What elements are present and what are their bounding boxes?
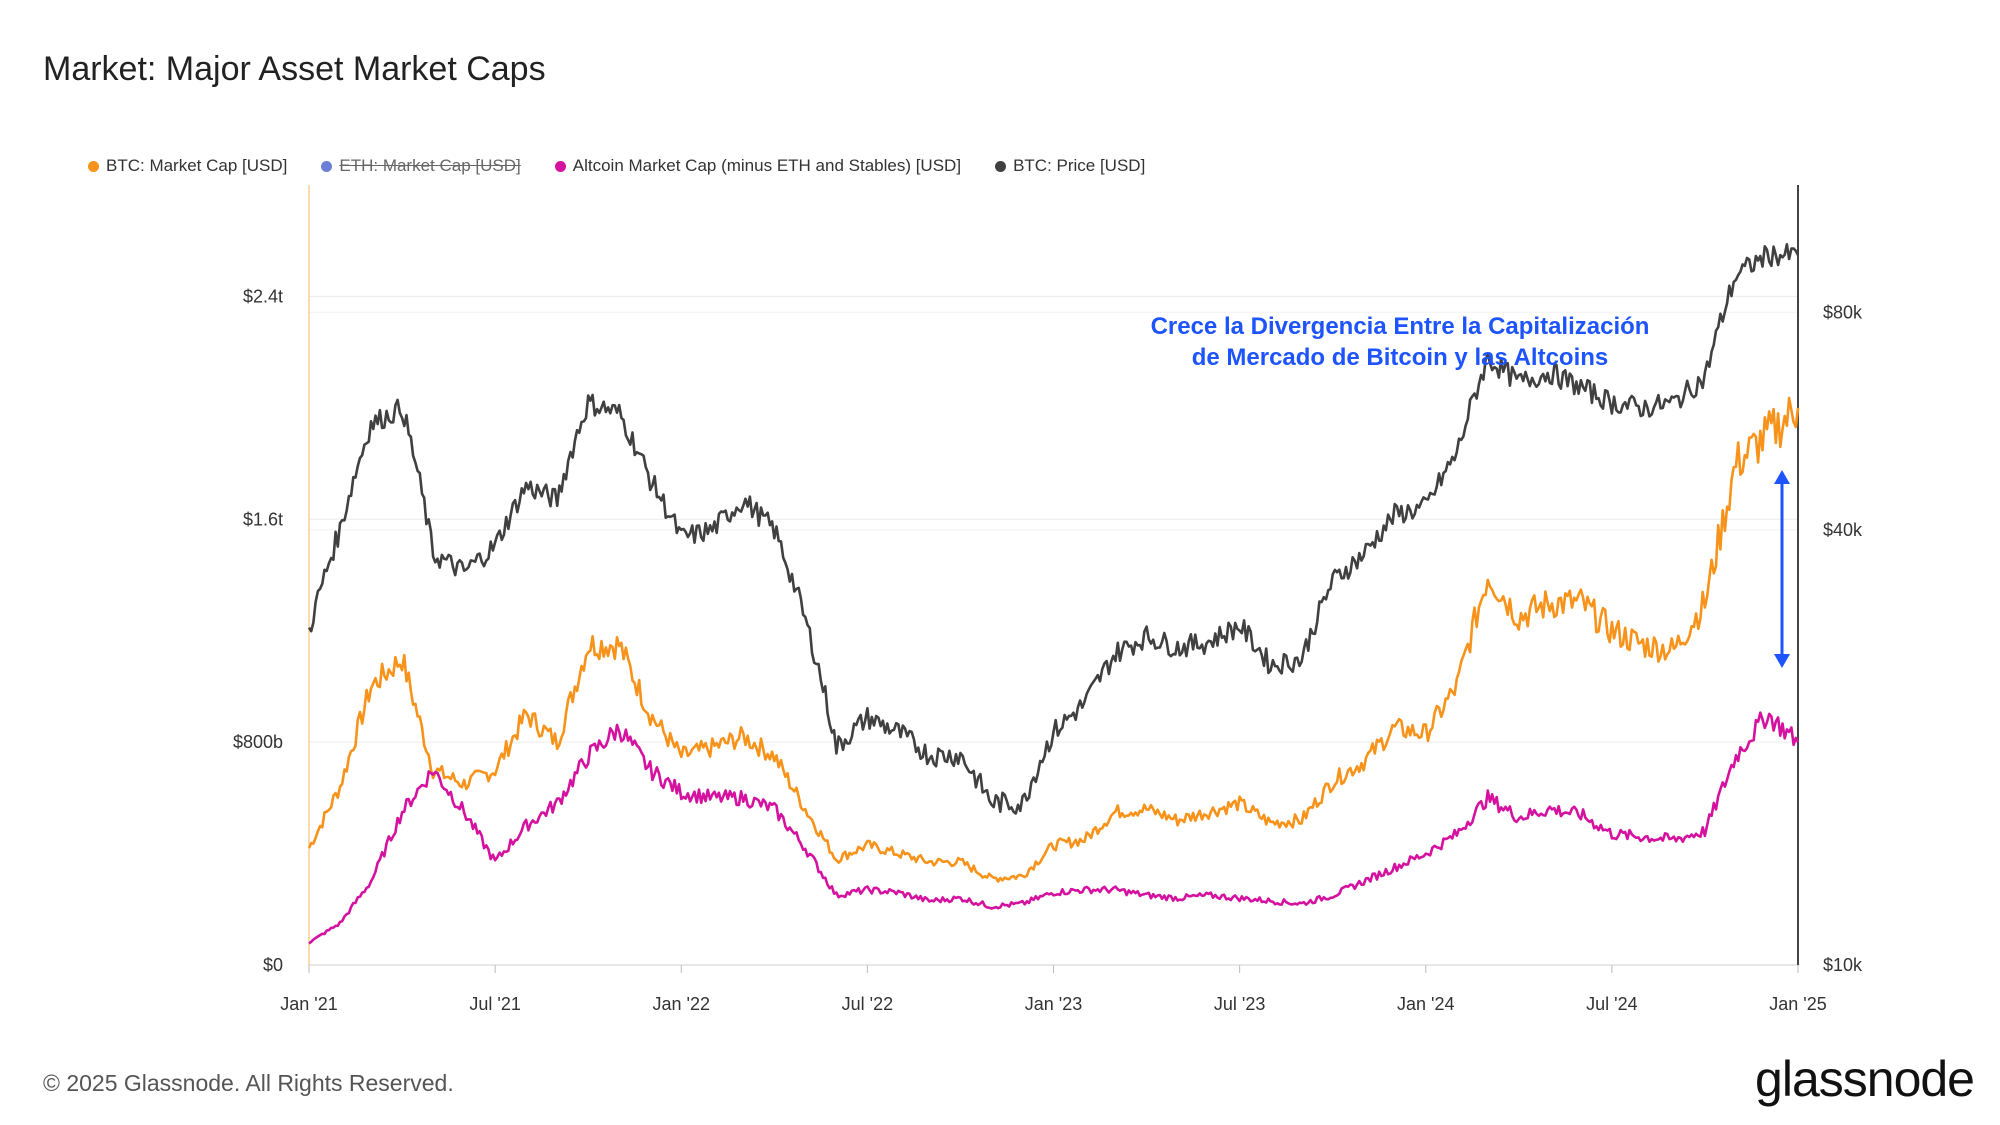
legend-item-altcoin-market-cap[interactable]: Altcoin Market Cap (minus ETH and Stable… — [554, 156, 962, 176]
copyright-footer: © 2025 Glassnode. All Rights Reserved. — [43, 1070, 454, 1096]
x-axis-tick-label: Jan '22 — [653, 994, 710, 1014]
x-axis-tick-label: Jan '25 — [1769, 994, 1826, 1014]
x-axis-tick-label: Jul '21 — [469, 994, 520, 1014]
series-line-altcoin-market-cap — [308, 711, 1800, 945]
annotation-line-1: Crece la Divergencia Entre la Capitaliza… — [1150, 313, 1650, 340]
divergence-arrow-head-up — [1774, 470, 1790, 484]
x-axis-tick-label: Jul '23 — [1214, 994, 1265, 1014]
left-axis-tick-label: $1.6t — [243, 509, 283, 529]
right-axis-tick-label: $10k — [1823, 955, 1863, 975]
legend-label: BTC: Market Cap [USD] — [106, 156, 288, 175]
chart-title: Market: Major Asset Market Caps — [43, 50, 546, 88]
legend-dot-btc-market-cap — [88, 160, 99, 172]
right-axis-tick-label: $80k — [1823, 302, 1863, 322]
glassnode-logo: glassnode — [1755, 1051, 1975, 1107]
legend-dot-altcoin-market-cap — [554, 160, 566, 172]
legend-dot-btc-price — [995, 160, 1007, 172]
series-line-btc-price — [307, 243, 1800, 815]
x-axis-tick-label: Jan '21 — [280, 994, 337, 1014]
legend-item-btc-market-cap[interactable]: BTC: Market Cap [USD] — [88, 156, 287, 176]
legend-item-eth-market-cap[interactable]: ETH: Market Cap [USD] — [321, 156, 521, 176]
annotation-line-2: de Mercado de Bitcoin y las Altcoins — [1191, 344, 1609, 371]
x-axis-tick-label: Jan '24 — [1397, 994, 1454, 1014]
x-axis-tick-label: Jul '22 — [842, 994, 893, 1014]
legend-item-btc-price[interactable]: BTC: Price [USD] — [995, 156, 1145, 176]
legend-label: Altcoin Market Cap (minus ETH and Stable… — [572, 156, 962, 175]
series-line-btc-market-cap — [307, 396, 1800, 883]
left-axis-tick-label: $800b — [233, 732, 283, 752]
left-axis-tick-label: $2.4t — [243, 286, 283, 306]
right-axis-tick-label: $40k — [1823, 520, 1863, 540]
x-axis-tick-label: Jul '24 — [1586, 994, 1637, 1014]
left-axis-tick-label: $0 — [263, 955, 283, 975]
chart-legend: BTC: Market Cap [USD] ETH: Market Cap [U… — [88, 156, 1145, 176]
legend-label: BTC: Price [USD] — [1013, 156, 1146, 175]
divergence-arrow-head-down — [1774, 654, 1790, 668]
annotation-text: Crece la Divergencia Entre la Capitaliza… — [1090, 311, 1710, 373]
x-axis-tick-label: Jan '23 — [1025, 994, 1082, 1014]
legend-label: ETH: Market Cap [USD] — [339, 156, 521, 175]
legend-dot-eth-market-cap — [321, 160, 333, 172]
